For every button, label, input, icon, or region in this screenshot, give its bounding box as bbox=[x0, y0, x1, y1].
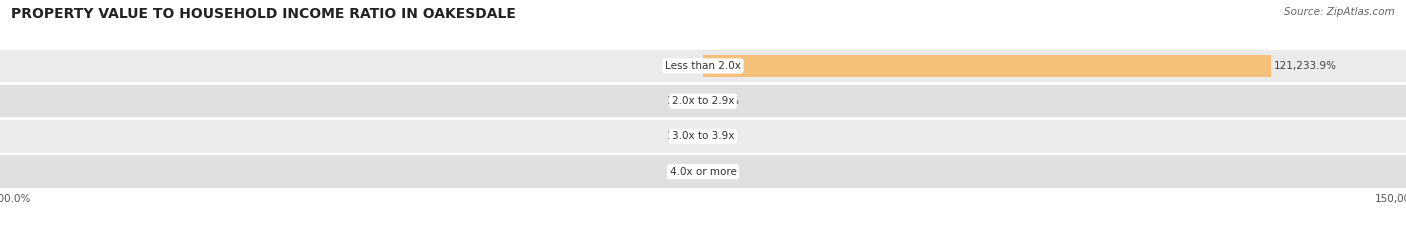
Text: 35.4%: 35.4% bbox=[666, 61, 700, 71]
Text: Source: ZipAtlas.com: Source: ZipAtlas.com bbox=[1284, 7, 1395, 17]
Bar bbox=[0, 50, 1406, 82]
Text: Less than 2.0x: Less than 2.0x bbox=[665, 61, 741, 71]
Text: 30.4%: 30.4% bbox=[666, 167, 700, 177]
Text: 19.0%: 19.0% bbox=[666, 96, 700, 106]
Bar bbox=[0, 85, 1406, 117]
Text: 3.0x to 3.9x: 3.0x to 3.9x bbox=[672, 131, 734, 141]
Bar bbox=[0, 120, 1406, 153]
Bar bbox=[703, 55, 1271, 77]
Text: PROPERTY VALUE TO HOUSEHOLD INCOME RATIO IN OAKESDALE: PROPERTY VALUE TO HOUSEHOLD INCOME RATIO… bbox=[11, 7, 516, 21]
Bar bbox=[0, 155, 1406, 188]
Text: 2.0x to 2.9x: 2.0x to 2.9x bbox=[672, 96, 734, 106]
Text: 121,233.9%: 121,233.9% bbox=[1274, 61, 1337, 71]
Text: 4.0x or more: 4.0x or more bbox=[669, 167, 737, 177]
Text: 5.1%: 5.1% bbox=[706, 131, 733, 141]
Text: 10.2%: 10.2% bbox=[706, 167, 740, 177]
Text: 15.2%: 15.2% bbox=[666, 131, 700, 141]
Text: 40.7%: 40.7% bbox=[706, 96, 740, 106]
